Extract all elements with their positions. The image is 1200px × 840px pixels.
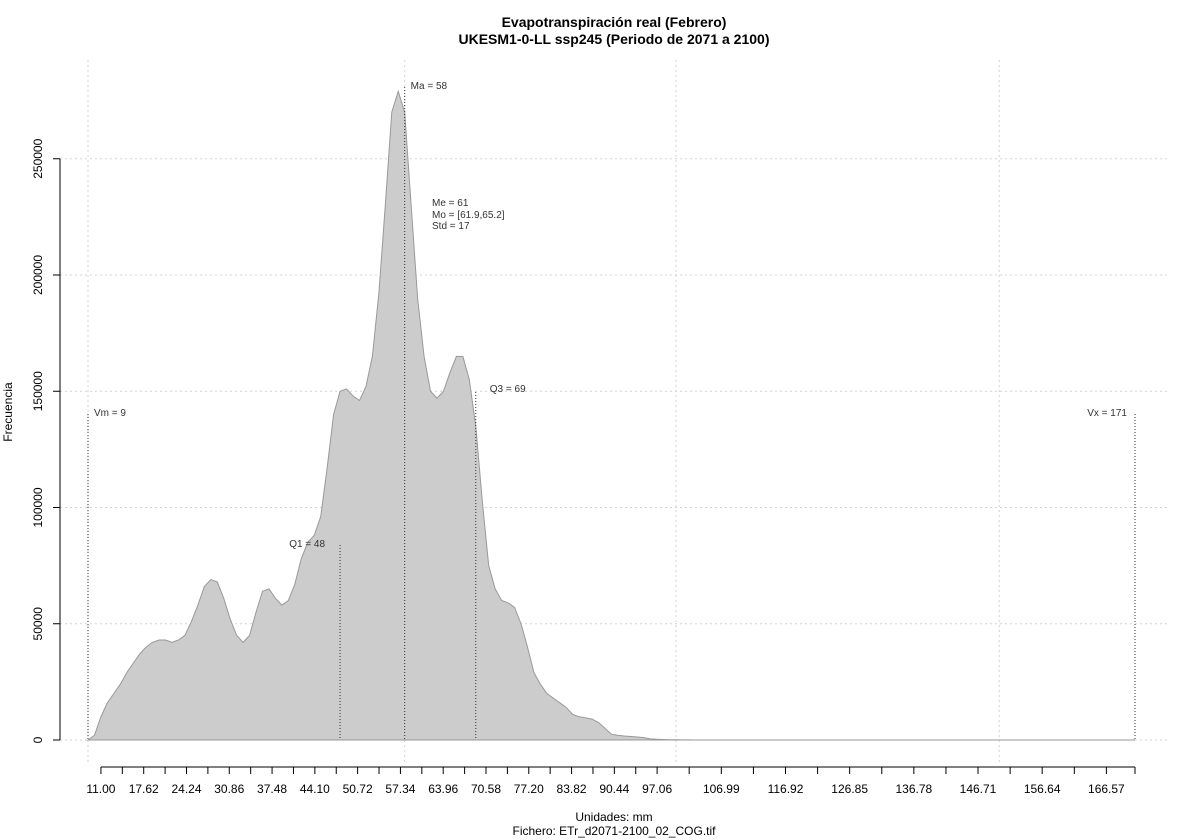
- mo-label: Mo = [61.9,65.2]: [432, 210, 505, 221]
- me-label: Me = 61: [432, 198, 469, 209]
- x-tick-label: 30.86: [214, 782, 244, 796]
- x-tick-label: 50.72: [343, 782, 373, 796]
- x-tick-label: 83.82: [557, 782, 587, 796]
- q3-label: Q3 = 69: [490, 384, 526, 395]
- x-tick-label: 11.00: [86, 782, 115, 796]
- vm-label: Vm = 9: [94, 408, 126, 419]
- y-tick-label: 50000: [31, 607, 45, 641]
- footer-filename: Fichero: ETr_d2071-2100_02_COG.tif: [513, 824, 717, 838]
- q1-label: Q1 = 48: [289, 539, 325, 550]
- chart-subtitle: UKESM1-0-LL ssp245 (Periodo de 2071 a 21…: [459, 31, 770, 47]
- vx-label: Vx = 171: [1087, 408, 1127, 419]
- x-axis-label: Unidades: mm: [575, 810, 652, 824]
- density-area: [86, 89, 1135, 741]
- x-tick-label: 37.48: [257, 782, 287, 796]
- x-axis: 11.00 17.62 24.24 30.86 37.48 44.10 50.72 57.34…: [86, 766, 1136, 796]
- grid-lines: [60, 60, 1170, 762]
- y-tick-label: 200000: [31, 255, 45, 295]
- density-area-layer: [86, 89, 1135, 741]
- x-tick-label: 63.96: [428, 782, 458, 796]
- x-tick-label: 57.34: [385, 782, 415, 796]
- std-label: Std = 17: [432, 221, 470, 232]
- ma-label: Ma = 58: [411, 81, 448, 92]
- x-tick-label: 156.64: [1024, 782, 1061, 796]
- x-tick-label: 106.99: [703, 782, 740, 796]
- x-tick-label: 70.58: [471, 782, 501, 796]
- x-tick-label: 146.71: [960, 782, 997, 796]
- y-axis: 0 50000 100000 150000 200000 250000: [31, 138, 61, 743]
- x-tick-label: 44.10: [300, 782, 330, 796]
- y-tick-label: 250000: [31, 138, 45, 178]
- x-tick-label: 17.62: [129, 782, 159, 796]
- x-tick-label: 136.78: [895, 782, 932, 796]
- x-tick-label: 24.24: [171, 782, 201, 796]
- x-tick-label: 77.20: [514, 782, 544, 796]
- y-tick-label: 100000: [31, 487, 45, 527]
- x-tick-label: 97.06: [642, 782, 672, 796]
- y-axis-label: Frecuencia: [1, 382, 15, 442]
- x-tick-label: 166.57: [1088, 782, 1125, 796]
- x-tick-label: 116.92: [768, 782, 804, 796]
- y-tick-label: 0: [31, 736, 45, 743]
- y-tick-label: 150000: [31, 371, 45, 411]
- chart-title: Evapotranspiración real (Febrero): [502, 14, 727, 30]
- x-tick-label: 126.85: [831, 782, 868, 796]
- x-tick-label: 90.44: [599, 782, 629, 796]
